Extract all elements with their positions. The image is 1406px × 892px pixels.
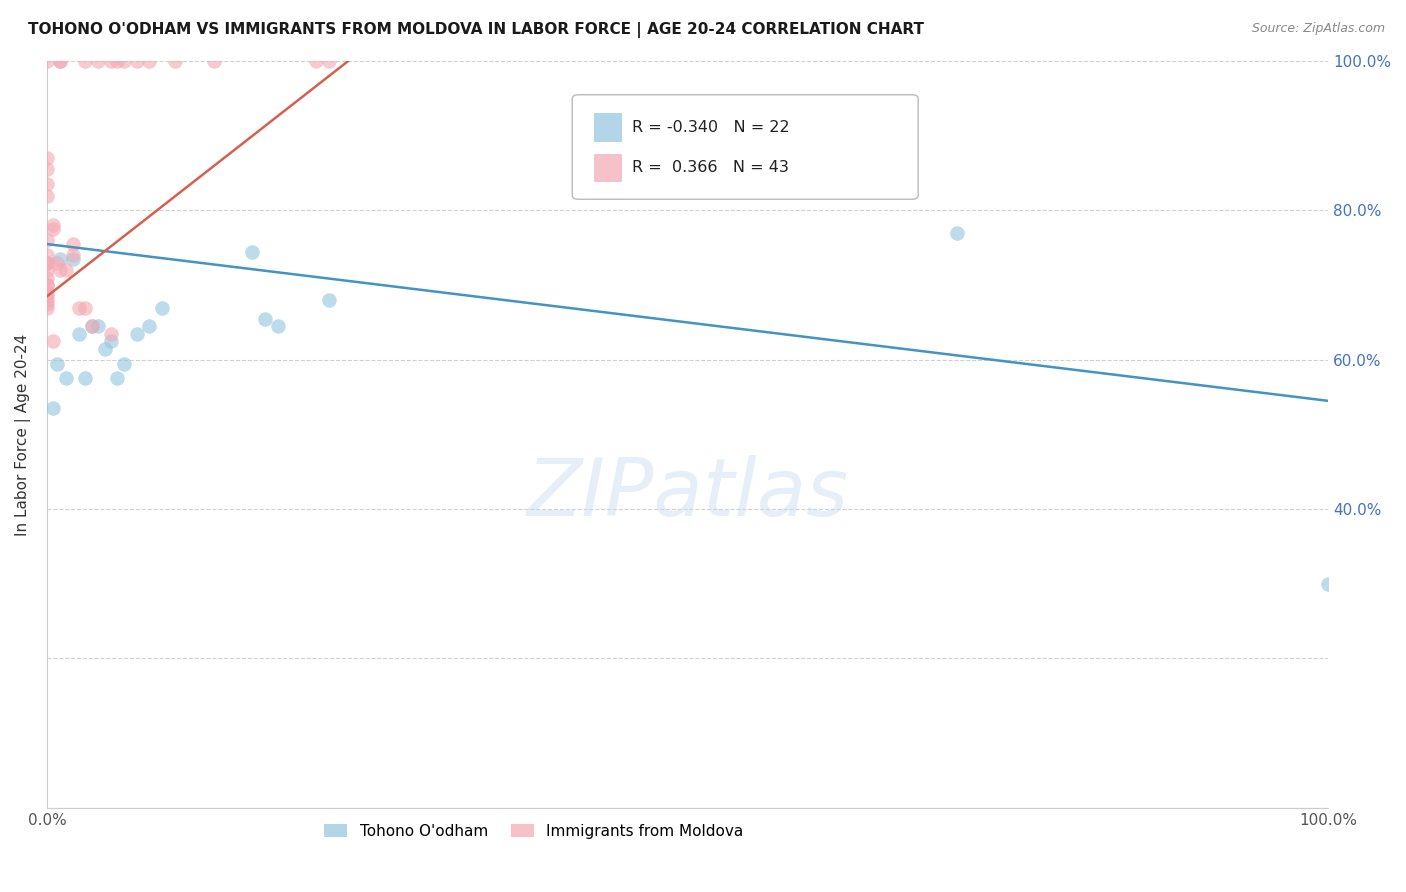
Point (46, 256, 69, 270)
Point (35, 233, 58, 247)
Point (100, 326, 122, 341)
Point (75, 371, 97, 385)
Point (35, 256, 58, 270)
Point (67, 301, 90, 315)
Point (87, 54, 110, 69)
Point (35, 270, 58, 285)
Point (35, 289, 58, 303)
Point (49, 54, 72, 69)
Point (138, 54, 160, 69)
Point (100, 334, 122, 348)
Point (42, 219, 65, 233)
Point (62, 237, 84, 252)
Point (100, 54, 122, 69)
Point (62, 248, 84, 262)
Point (318, 293, 340, 307)
Point (107, 54, 129, 69)
Point (125, 326, 148, 341)
Point (305, 54, 328, 69)
Point (202, 54, 225, 69)
Point (35, 301, 58, 315)
Point (80, 319, 103, 334)
Point (75, 301, 97, 315)
Text: ZIPatlas: ZIPatlas (526, 455, 849, 533)
Point (35, 256, 58, 270)
Point (35, 178, 58, 192)
Text: R =  0.366   N = 43: R = 0.366 N = 43 (633, 161, 789, 176)
Y-axis label: In Labor Force | Age 20-24: In Labor Force | Age 20-24 (15, 334, 31, 535)
Point (49, 54, 72, 69)
Point (318, 54, 340, 69)
Point (945, 226, 967, 240)
Bar (593, 113, 623, 142)
Point (42, 334, 65, 348)
Point (42, 222, 65, 236)
Point (35, 188, 58, 202)
Point (240, 244, 263, 259)
Point (112, 54, 135, 69)
Point (35, 162, 58, 177)
Point (35, 293, 58, 307)
Point (93, 342, 115, 356)
Point (35, 151, 58, 165)
Point (107, 371, 129, 385)
Point (35, 278, 58, 293)
Point (35, 263, 58, 277)
Bar (593, 153, 623, 182)
Point (35, 297, 58, 311)
Point (87, 319, 110, 334)
Point (138, 319, 160, 334)
Point (67, 326, 90, 341)
Point (1317, 576, 1340, 591)
FancyBboxPatch shape (572, 95, 918, 199)
Point (55, 371, 77, 385)
Point (35, 54, 58, 69)
Point (35, 278, 58, 293)
Point (35, 285, 58, 300)
Point (112, 357, 135, 371)
Point (75, 54, 97, 69)
Point (35, 248, 58, 262)
Text: TOHONO O'ODHAM VS IMMIGRANTS FROM MOLDOVA IN LABOR FORCE | AGE 20-24 CORRELATION: TOHONO O'ODHAM VS IMMIGRANTS FROM MOLDOV… (28, 22, 924, 38)
Text: Source: ZipAtlas.com: Source: ZipAtlas.com (1251, 22, 1385, 36)
Point (46, 357, 69, 371)
Point (49, 263, 72, 277)
Point (150, 301, 173, 315)
Point (80, 319, 103, 334)
Point (165, 54, 187, 69)
Point (62, 252, 84, 266)
Text: R = -0.340   N = 22: R = -0.340 N = 22 (633, 120, 790, 135)
Point (266, 319, 288, 334)
Point (125, 54, 148, 69)
Point (42, 401, 65, 416)
Point (253, 311, 276, 326)
Point (49, 252, 72, 266)
Point (55, 263, 77, 277)
Legend: Tohono O'odham, Immigrants from Moldova: Tohono O'odham, Immigrants from Moldova (318, 818, 749, 845)
